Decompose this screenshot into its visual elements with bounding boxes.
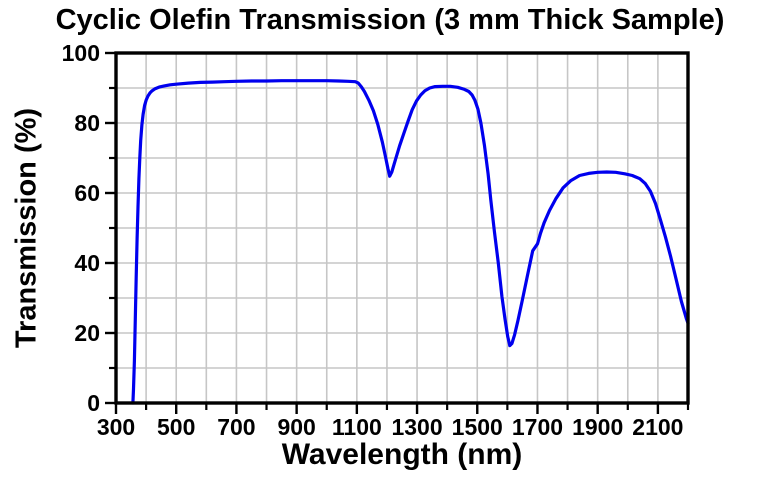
x-tick-label: 1500 [452,414,503,440]
y-tick-label: 100 [62,40,100,66]
y-tick-label: 80 [74,110,100,136]
x-tick-label: 1900 [572,414,623,440]
x-tick-label: 2100 [632,414,683,440]
y-axis-title: Transmission (%) [10,107,43,349]
x-tick-label: 1300 [391,414,442,440]
x-tick-label: 1100 [332,414,382,440]
plot-frame [114,51,690,405]
transmission-curve [131,79,690,405]
x-tick-label: 900 [277,414,315,440]
x-tick-label: 300 [97,414,135,440]
y-tick-label: 20 [74,320,100,346]
chart-title: Cyclic Olefin Transmission (3 mm Thick S… [55,4,725,36]
y-tick-label: 40 [74,250,100,276]
x-tick-label: 500 [157,414,195,440]
y-tick-label: 60 [74,180,100,206]
x-tick-label: 1700 [512,414,563,440]
x-tick-label: 700 [217,414,255,440]
y-tick-label: 0 [87,390,100,416]
x-axis-title: Wavelength (nm) [281,438,523,471]
